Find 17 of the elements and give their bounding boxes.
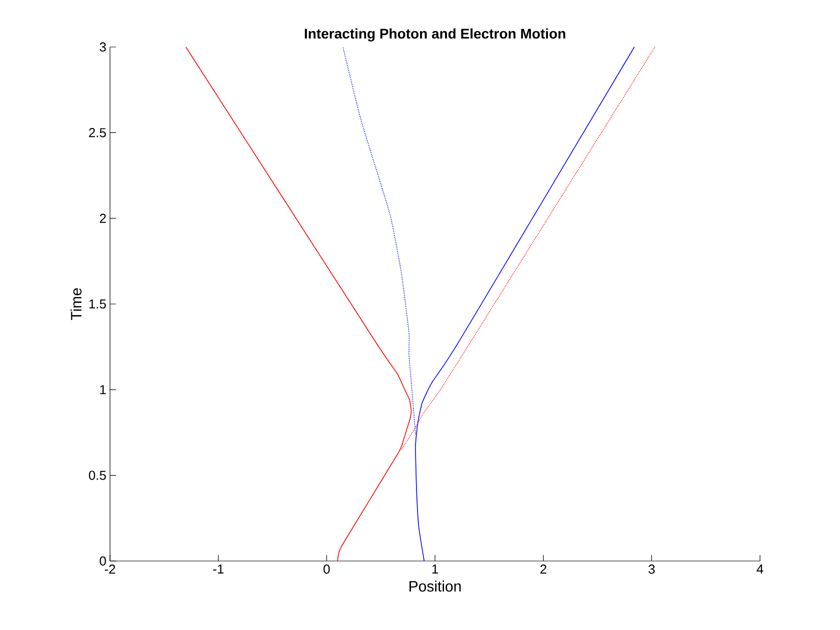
y-tick-label: 3 bbox=[100, 42, 106, 52]
y-tick-label: 1 bbox=[100, 385, 106, 394]
y-tick-label: 2 bbox=[100, 214, 106, 223]
chart-title: Interacting Photon and Electron Motion bbox=[304, 28, 566, 42]
y-axis-title: Time bbox=[70, 288, 82, 320]
x-tick-label: -2 bbox=[104, 564, 116, 574]
x-tick-label: 0 bbox=[324, 564, 330, 574]
y-tick-label: 0 bbox=[100, 556, 106, 566]
y-tick-label: 0.5 bbox=[88, 470, 106, 480]
y-tick-label: 1.5 bbox=[89, 299, 106, 309]
x-tick-label: 4 bbox=[756, 564, 764, 574]
x-axis-title: Position bbox=[410, 580, 461, 592]
x-tick-label: -1 bbox=[213, 564, 224, 574]
x-tick-label: 3 bbox=[648, 564, 655, 574]
x-tick-label: 2 bbox=[540, 564, 546, 574]
y-tick-label: 2.5 bbox=[89, 128, 106, 138]
x-tick-label: 1 bbox=[432, 564, 438, 574]
